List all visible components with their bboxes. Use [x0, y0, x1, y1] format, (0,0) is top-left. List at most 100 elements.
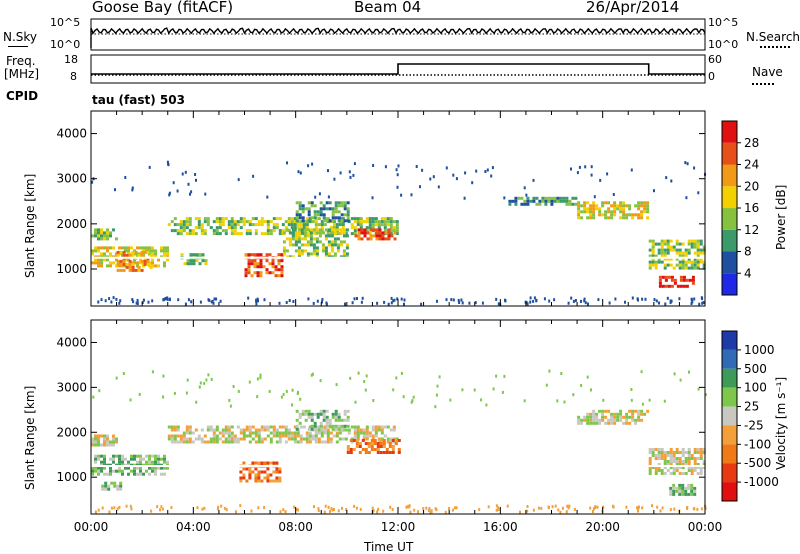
velocity-panel-cell — [377, 428, 381, 432]
power-panel-ground-speckle — [678, 297, 681, 301]
power-panel-cell — [197, 220, 201, 224]
velocity-panel-cell — [687, 463, 691, 466]
velocity-panel-cell — [194, 437, 198, 441]
velocity-panel-cell — [212, 428, 216, 432]
power-panel-cell — [244, 268, 248, 272]
power-panel-cell — [294, 249, 298, 253]
range-tick-label: 1000 — [56, 262, 87, 276]
power-panel-cell — [250, 262, 254, 266]
nsky-legend-line — [8, 46, 28, 47]
velocity-panel-cell — [269, 425, 273, 429]
power-panel-cell — [303, 231, 307, 235]
velocity-panel-cell — [356, 428, 360, 432]
power-panel-cell — [212, 220, 216, 224]
velocity-panel-cell — [212, 431, 216, 435]
velocity-panel-cell — [94, 457, 97, 461]
velocity-panel-cell — [356, 425, 360, 429]
power-panel-cell — [377, 220, 381, 224]
power-panel-cell — [185, 217, 189, 221]
power-panel-cell — [702, 266, 706, 270]
power-panel-cell — [116, 259, 120, 263]
velocity-panel-cell — [316, 415, 320, 419]
velocity-panel-cell — [257, 431, 261, 435]
velocity-panel-cell — [325, 424, 329, 428]
velocity-panel-cell — [601, 409, 605, 413]
velocity-panel-cell — [319, 412, 323, 416]
velocity-panel-cell — [669, 472, 673, 475]
power-panel-ground-speckle — [211, 299, 214, 303]
power-panel-cell — [586, 216, 590, 220]
velocity-panel-cell — [660, 469, 664, 472]
power-panel-cell — [577, 201, 581, 205]
power-panel-cell — [340, 201, 344, 205]
power-panel-cell — [198, 253, 202, 257]
velocity-panel-cell — [379, 451, 383, 454]
velocity-scale-swatch — [722, 482, 737, 501]
velocity-panel-cell — [281, 425, 285, 429]
power-panel-cell — [310, 204, 314, 208]
velocity-panel-ground-speckle — [345, 508, 348, 511]
velocity-panel-sparse-echo — [411, 399, 414, 403]
power-panel-sparse-echo — [452, 173, 455, 177]
power-panel-cell — [357, 228, 361, 232]
power-panel-cell — [295, 201, 299, 205]
velocity-panel-cell — [173, 440, 177, 444]
velocity-panel-sparse-echo — [299, 397, 302, 401]
power-panel-ground-speckle — [653, 298, 656, 302]
power-panel-cell — [696, 248, 700, 252]
velocity-panel-ground-speckle — [444, 510, 447, 514]
power-panel-cell — [291, 243, 295, 247]
power-panel-cell — [233, 229, 237, 233]
power-panel-cell — [275, 226, 279, 230]
velocity-panel-cell — [675, 489, 679, 493]
velocity-panel-cell — [687, 466, 691, 469]
velocity-panel-cell — [302, 425, 306, 429]
velocity-panel-sparse-echo — [641, 402, 644, 406]
power-panel-cell — [146, 250, 150, 254]
power-panel-ground-speckle — [572, 299, 575, 303]
power-panel-cell — [365, 217, 369, 221]
velocity-panel-ground-speckle — [532, 508, 535, 512]
power-panel-cell — [651, 251, 655, 255]
power-panel-cell — [660, 260, 664, 264]
velocity-panel-cell — [681, 463, 685, 466]
power-panel-cell — [260, 223, 264, 227]
velocity-panel-cell — [678, 472, 682, 475]
power-panel-cell — [330, 234, 334, 238]
velocity-panel-cell — [681, 486, 685, 490]
power-panel-sparse-echo — [415, 165, 418, 168]
velocity-panel-cell — [115, 440, 118, 444]
velocity-panel-cell — [322, 418, 326, 422]
velocity-panel-sparse-echo — [400, 371, 403, 375]
power-panel-cell — [122, 262, 126, 266]
velocity-panel-cell — [170, 437, 174, 441]
velocity-panel-cell — [218, 437, 222, 441]
velocity-panel-ground-speckle — [377, 507, 380, 511]
power-panel-ground-speckle — [292, 300, 295, 303]
power-panel-cell — [134, 268, 138, 272]
power-panel-cell — [151, 261, 154, 265]
velocity-panel-cell — [341, 437, 345, 441]
power-panel-cell — [666, 263, 670, 267]
velocity-panel-cell — [329, 440, 333, 444]
velocity-panel-cell — [245, 425, 249, 429]
velocity-panel-cell — [173, 425, 177, 429]
power-panel-cell — [678, 263, 682, 267]
velocity-panel-cell — [109, 466, 112, 470]
velocity-panel-cell — [648, 460, 652, 463]
power-panel-cell — [672, 248, 676, 252]
velocity-panel-sparse-echo — [349, 376, 352, 380]
velocity-panel-cell — [365, 431, 369, 435]
velocity-panel-cell — [334, 427, 338, 431]
power-panel-cell — [667, 275, 671, 279]
velocity-panel-cell — [130, 454, 133, 458]
range-tick-label: 3000 — [56, 380, 87, 394]
power-panel-cell — [690, 260, 694, 264]
power-panel-cell — [230, 223, 234, 227]
velocity-panel-sparse-echo — [548, 369, 551, 373]
power-panel-cell — [651, 242, 655, 246]
power-panel-ground-speckle — [136, 302, 139, 305]
power-panel-cell — [197, 226, 201, 230]
power-panel-cell — [640, 213, 644, 217]
power-panel-sparse-echo — [463, 196, 466, 200]
